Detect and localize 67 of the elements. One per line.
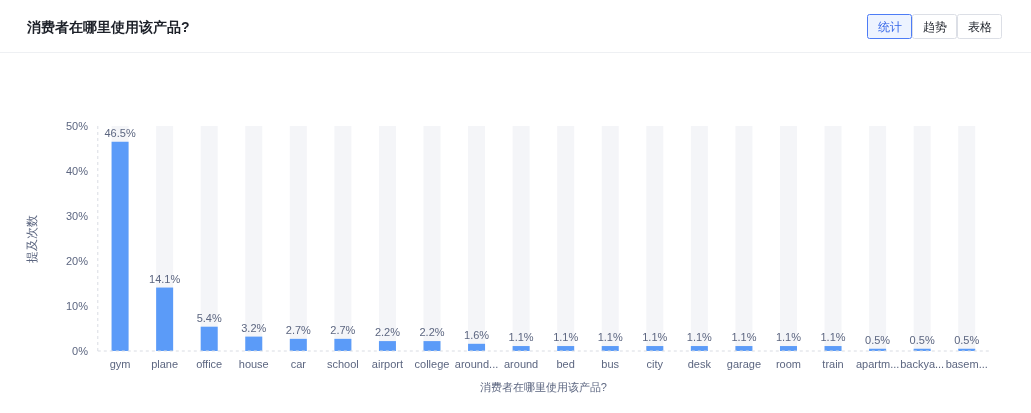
x-tick-label: plane <box>151 358 179 370</box>
bar <box>200 326 218 351</box>
bar <box>423 341 441 351</box>
bar <box>245 336 263 351</box>
data-label: 1.6% <box>464 328 490 341</box>
x-tick-label: train <box>822 358 844 370</box>
bar <box>334 338 352 351</box>
y-tick-label: 30% <box>65 210 89 222</box>
x-tick-label: school <box>326 358 359 370</box>
x-tick-label: city <box>646 358 664 370</box>
bar <box>601 346 619 351</box>
data-label: 2.7% <box>330 323 356 336</box>
x-tick-label: basem... <box>945 358 988 370</box>
bar <box>735 346 753 351</box>
data-label: 2.7% <box>285 323 312 336</box>
data-label: 46.5% <box>104 126 136 139</box>
data-label: 14.1% <box>149 272 181 285</box>
data-label: 2.2% <box>419 326 445 339</box>
data-label: 1.1% <box>597 331 623 344</box>
chart-title: 消费者在哪里使用该产品? <box>26 19 190 35</box>
x-tick-label: car <box>290 358 307 370</box>
y-tick-label: 40% <box>65 165 89 177</box>
bar <box>468 343 486 351</box>
y-tick-label: 50% <box>65 120 89 132</box>
bar <box>378 341 396 351</box>
x-tick-label: around <box>503 358 539 370</box>
data-label: 1.1% <box>642 331 668 344</box>
data-label: 5.4% <box>196 311 222 324</box>
bar <box>690 346 708 351</box>
data-label: 0.5% <box>954 333 980 346</box>
button: 表格 <box>957 14 1002 39</box>
x-tick-label: room <box>775 358 802 370</box>
y-tick-label: 10% <box>65 300 89 312</box>
bar <box>557 346 575 351</box>
bar <box>646 346 664 351</box>
x-tick-label: desk <box>687 358 712 370</box>
button: 统计 <box>867 14 912 39</box>
bar <box>512 346 530 351</box>
bar <box>824 346 842 351</box>
x-axis-title: 消费者在哪里使用该产品? <box>479 381 607 393</box>
data-label: 2.2% <box>374 326 401 339</box>
data-label: 1.1% <box>508 331 534 344</box>
x-tick-label: backya... <box>900 358 945 370</box>
bar <box>289 338 307 351</box>
x-tick-label: college <box>414 358 450 370</box>
data-label: 1.1% <box>553 331 579 344</box>
data-label: 1.1% <box>686 331 713 344</box>
y-tick-label: 0% <box>72 345 89 357</box>
data-label: 0.5% <box>865 333 891 346</box>
y-axis-title: 提及次数 <box>25 214 39 263</box>
y-tick-label: 20% <box>65 255 89 267</box>
x-tick-label: apartm... <box>855 358 900 370</box>
x-tick-label: bus <box>601 358 620 370</box>
data-label: 3.2% <box>241 321 267 334</box>
x-tick-label: house <box>238 358 269 370</box>
x-tick-label: bed <box>556 358 575 370</box>
x-tick-label: garage <box>726 358 762 370</box>
data-label: 1.1% <box>820 331 846 344</box>
data-label: 1.1% <box>731 331 757 344</box>
x-tick-label: around... <box>454 358 499 370</box>
x-tick-label: airport <box>371 358 404 370</box>
button: 趋势 <box>912 14 957 39</box>
data-label: 1.1% <box>775 331 802 344</box>
x-tick-label: gym <box>109 358 131 370</box>
data-label: 0.5% <box>909 333 935 346</box>
x-tick-label: office <box>196 358 223 370</box>
bar <box>779 346 797 351</box>
